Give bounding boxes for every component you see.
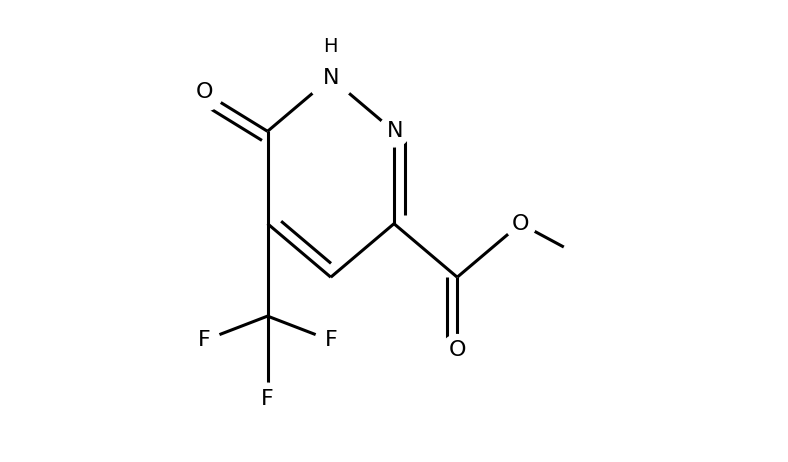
Circle shape: [378, 116, 410, 147]
Circle shape: [189, 77, 220, 108]
Text: F: F: [261, 389, 274, 409]
Circle shape: [562, 236, 605, 280]
Circle shape: [186, 74, 223, 111]
Circle shape: [505, 208, 536, 239]
Circle shape: [315, 62, 347, 93]
Text: N: N: [387, 122, 403, 141]
Text: O: O: [511, 214, 530, 234]
Text: O: O: [448, 340, 466, 360]
Circle shape: [307, 55, 354, 101]
Circle shape: [252, 383, 283, 414]
Text: H: H: [324, 36, 338, 56]
Text: F: F: [325, 330, 337, 350]
Circle shape: [441, 334, 473, 366]
Text: O: O: [195, 82, 213, 103]
Circle shape: [315, 325, 347, 356]
Text: N: N: [322, 68, 339, 88]
Text: F: F: [198, 330, 210, 350]
Circle shape: [189, 325, 220, 356]
